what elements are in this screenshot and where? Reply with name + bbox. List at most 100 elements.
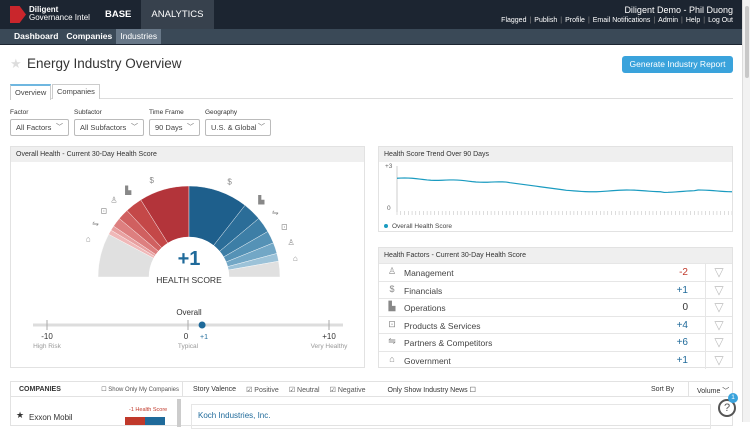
show-my-companies-label: Show Only My Companies (108, 387, 179, 393)
trend-legend: Overall Health Score (392, 223, 452, 230)
factor-value: +1 (676, 284, 688, 296)
overall-health-panel: Overall Health - Current 30-Day Health S… (10, 146, 365, 368)
factor-row[interactable]: ♙ Management -2 ▽ (379, 263, 732, 281)
story-valence-label: Story Valence (193, 386, 237, 393)
gauge-factor-icon: $ (150, 176, 155, 185)
health-gauge: $ $▙♙⊡⇋⌂▙⇋⊡♙⌂ +1 HEALTH SCORE Overall -10… (33, 176, 349, 350)
trend-title: Health Score Trend Over 90 Days (379, 147, 732, 162)
user-menu: Diligent Demo - Phil Duong Flagged | Publi… (498, 5, 733, 24)
factor-row[interactable]: ⌂ Government +1 ▽ (379, 350, 732, 369)
scale-marker (198, 321, 206, 329)
nav-base[interactable]: BASE (105, 9, 132, 20)
header-link[interactable]: Admin (658, 17, 679, 24)
factor-label: Financials (404, 285, 443, 296)
scale-min-label: High Risk (33, 343, 62, 350)
favorite-star-icon[interactable]: ★ (10, 56, 22, 71)
filter-icon[interactable]: ▽ (705, 334, 732, 351)
factor-row[interactable]: ⇋ Partners & Competitors +6 ▽ (379, 333, 732, 351)
header-link[interactable]: Flagged (501, 17, 527, 24)
timeframe-select[interactable]: 90 Days ﹀ (149, 119, 200, 136)
filter-icon[interactable]: ▽ (705, 264, 732, 281)
nav-analytics[interactable]: ANALYTICS (141, 0, 214, 29)
positive-checkbox[interactable]: ☑ Positive (246, 387, 279, 394)
negative-label: Negative (337, 387, 366, 394)
header-link[interactable]: Publish (534, 17, 558, 24)
factor-label: Operations (404, 303, 446, 313)
negative-checkbox[interactable]: ☑ Negative (329, 387, 366, 394)
scale-marker-label: +1 (200, 334, 208, 341)
gauge-factor-icon: ▙ (257, 194, 265, 204)
header-link[interactable]: Log Out (708, 17, 733, 24)
scrollbar[interactable] (742, 0, 750, 422)
header-link[interactable]: Help (685, 17, 701, 24)
news-item-title[interactable]: Koch Industries, Inc. (198, 411, 271, 420)
scale-mid-label: Typical (178, 343, 199, 350)
sort-by-label: Sort By (651, 386, 674, 393)
companies-header: COMPANIES ☐ Show Only My Companies (11, 382, 183, 397)
subfactor-select[interactable]: All Subfactors ﹀ (74, 119, 144, 136)
factory-icon: ▙ (388, 301, 396, 311)
geography-select[interactable]: U.S. & Global ﹀ (205, 119, 271, 136)
factor-label: Government (404, 355, 451, 366)
timeframe-value: 90 Days (155, 123, 183, 132)
star-icon[interactable]: ★ (16, 410, 25, 420)
link-separator: | (560, 17, 563, 24)
overall-health-title: Overall Health - Current 30-Day Health S… (11, 147, 364, 162)
subnav-industries[interactable]: Industries (116, 29, 162, 44)
subnav-companies[interactable]: Companies (66, 31, 113, 41)
factor-select[interactable]: All Factors ﹀ (10, 119, 69, 136)
factor-row[interactable]: $ Financials +1 ▽ (379, 280, 732, 299)
trend-x-ticks (396, 166, 732, 215)
industry-news-label: Only Show Industry News (387, 387, 468, 394)
geography-label: Geography (205, 109, 238, 116)
subfactor-value: All Subfactors (80, 123, 127, 132)
person-icon: ♙ (387, 266, 397, 276)
filter-icon[interactable]: ▽ (705, 299, 732, 316)
logo-text[interactable]: Diligent Governance Intel (29, 6, 90, 22)
gauge-factor-icon: ⇋ (272, 208, 279, 217)
subnav-dashboard[interactable]: Dashboard (14, 31, 59, 41)
gauge-score-label: HEALTH SCORE (156, 275, 222, 285)
tab-companies[interactable]: Companies (52, 84, 100, 99)
help-button[interactable]: ? (718, 399, 736, 417)
trend-line (396, 177, 732, 194)
sort-select[interactable]: Volume ﹀ (688, 382, 733, 397)
company-bar-negative (125, 417, 145, 425)
industry-news-checkbox[interactable]: Only Show Industry News ☐ (387, 387, 476, 394)
header-link[interactable]: Email Notifications (592, 17, 651, 24)
factor-row[interactable]: ▙ Operations 0 ▽ (379, 298, 732, 316)
link-separator: | (653, 17, 656, 24)
filter-icon[interactable]: ▽ (705, 316, 732, 334)
link-separator: | (587, 17, 590, 24)
sort-value: Volume (697, 388, 721, 395)
company-name[interactable]: Exxon Mobil (29, 413, 73, 422)
trend-panel: Health Score Trend Over 90 Days +3 0 Ove… (378, 146, 733, 232)
news-item: Koch Industries, Inc. (191, 404, 711, 429)
dollar-icon: $ (389, 283, 395, 294)
valence-filters: Story Valence ☑ Positive ☑ Neutral ☑ Neg… (193, 386, 486, 394)
trend-chart: +3 0 Overall Health Score (384, 163, 732, 230)
neutral-label: Neutral (297, 387, 320, 394)
header-link[interactable]: Profile (565, 17, 585, 24)
factor-row[interactable]: ⊡ Products & Services +4 ▽ (379, 315, 732, 334)
filter-icon[interactable]: ▽ (705, 351, 732, 369)
filter-icon[interactable]: ▽ (705, 281, 732, 299)
gauge-factor-icon: ⊡ (281, 222, 288, 231)
tabs: Overview Companies (10, 84, 733, 100)
tab-overview[interactable]: Overview (10, 84, 52, 100)
user-name: Diligent Demo - Phil Duong (624, 5, 733, 15)
show-my-companies-checkbox[interactable]: ☐ Show Only My Companies (101, 387, 179, 393)
scale-max-label: Very Healthy (311, 343, 349, 350)
gauge-score: +1 (178, 248, 201, 270)
link-separator: | (703, 17, 706, 24)
companies-scrollbar[interactable] (177, 399, 181, 427)
scrollbar-thumb[interactable] (745, 6, 749, 78)
gauge-factor-icon: ⌂ (293, 254, 298, 263)
user-links: Flagged | Publish | Profile | Email Notificati… (498, 17, 733, 24)
top-bar: Diligent Governance Intel BASE ANALYTICS … (0, 0, 742, 29)
generate-report-button[interactable]: Generate Industry Report (622, 56, 733, 73)
legend-dot-icon (384, 224, 388, 228)
neutral-checkbox[interactable]: ☑ Neutral (288, 387, 320, 394)
geography-value: U.S. & Global (211, 123, 257, 132)
companies-news-panel: COMPANIES ☐ Show Only My Companies ★ Exx… (10, 381, 733, 429)
